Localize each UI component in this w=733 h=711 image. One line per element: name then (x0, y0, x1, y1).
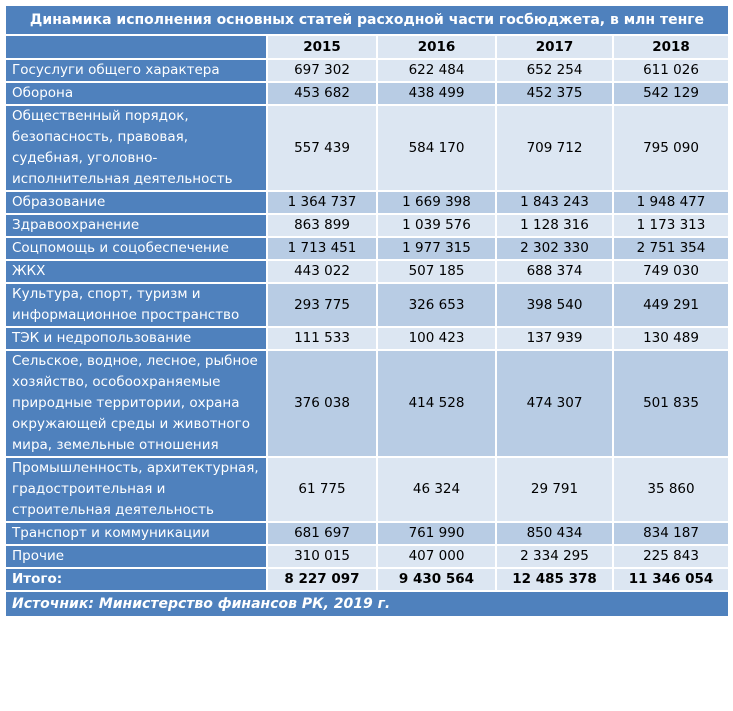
table-row: Сельское, водное, лесное, рыбное хозяйст… (4, 349, 730, 458)
row-value-2015: 1 713 451 (266, 236, 378, 261)
total-value-2015: 8 227 097 (266, 567, 378, 592)
year-header-2015: 2015 (266, 34, 378, 60)
row-value-2016: 46 324 (376, 456, 497, 523)
row-value-2016: 1 669 398 (376, 190, 497, 215)
total-value-2017: 12 485 378 (495, 567, 614, 592)
row-value-2017: 452 375 (495, 81, 614, 106)
row-label: Транспорт и коммуникации (4, 521, 268, 546)
row-value-2015: 863 899 (266, 213, 378, 238)
table-body: Госуслуги общего характера 697 302 622 484… (4, 58, 730, 569)
row-label: Здравоохранение (4, 213, 268, 238)
table-row: Образование 1 364 737 1 669 398 1 843 243 1 … (4, 190, 730, 215)
table-row: Соцпомощь и соцобеспечение 1 713 451 1 977… (4, 236, 730, 261)
row-value-2017: 1 128 316 (495, 213, 614, 238)
year-header-2018: 2018 (612, 34, 730, 60)
row-label: Общественный порядок, безопасность, прав… (4, 104, 268, 192)
table-row: Культура, спорт, туризм и информационное… (4, 282, 730, 328)
row-value-2016: 326 653 (376, 282, 497, 328)
row-label: ТЭК и недропользование (4, 326, 268, 351)
row-value-2015: 293 775 (266, 282, 378, 328)
table-row: Общественный порядок, безопасность, прав… (4, 104, 730, 192)
row-value-2018: 542 129 (612, 81, 730, 106)
row-value-2015: 1 364 737 (266, 190, 378, 215)
row-value-2015: 443 022 (266, 259, 378, 284)
row-label: Культура, спорт, туризм и информационное… (4, 282, 268, 328)
row-value-2018: 749 030 (612, 259, 730, 284)
label-column-header (4, 34, 268, 60)
row-value-2017: 688 374 (495, 259, 614, 284)
row-value-2016: 438 499 (376, 81, 497, 106)
row-value-2015: 697 302 (266, 58, 378, 83)
row-value-2018: 795 090 (612, 104, 730, 192)
row-label: Сельское, водное, лесное, рыбное хозяйст… (4, 349, 268, 458)
year-header-2016: 2016 (376, 34, 497, 60)
table-row: Оборона 453 682 438 499 452 375 542 129 (4, 81, 730, 106)
total-value-2018: 11 346 054 (612, 567, 730, 592)
table-row: ТЭК и недропользование 111 533 100 423 137 … (4, 326, 730, 351)
row-value-2018: 2 751 354 (612, 236, 730, 261)
row-value-2017: 2 334 295 (495, 544, 614, 569)
row-value-2016: 414 528 (376, 349, 497, 458)
row-value-2017: 2 302 330 (495, 236, 614, 261)
row-value-2017: 29 791 (495, 456, 614, 523)
row-value-2018: 35 860 (612, 456, 730, 523)
row-value-2015: 111 533 (266, 326, 378, 351)
row-label: Оборона (4, 81, 268, 106)
row-value-2015: 557 439 (266, 104, 378, 192)
row-value-2018: 225 843 (612, 544, 730, 569)
row-label: Соцпомощь и соцобеспечение (4, 236, 268, 261)
source-note: Источник: Министерство финансов РК, 2019… (4, 590, 730, 618)
row-value-2018: 611 026 (612, 58, 730, 83)
row-value-2018: 1 948 477 (612, 190, 730, 215)
row-value-2018: 834 187 (612, 521, 730, 546)
row-value-2018: 130 489 (612, 326, 730, 351)
row-value-2017: 1 843 243 (495, 190, 614, 215)
year-header-2017: 2017 (495, 34, 614, 60)
year-header-row: 2015 2016 2017 2018 (4, 34, 730, 60)
row-value-2015: 376 038 (266, 349, 378, 458)
table-row: Прочие 310 015 407 000 2 334 295 225 843 (4, 544, 730, 569)
row-value-2015: 310 015 (266, 544, 378, 569)
row-value-2016: 100 423 (376, 326, 497, 351)
budget-table: Динамика исполнения основных статей расх… (4, 4, 730, 618)
budget-table-container: Динамика исполнения основных статей расх… (4, 4, 730, 618)
row-label: ЖКХ (4, 259, 268, 284)
row-value-2016: 507 185 (376, 259, 497, 284)
total-row: Итого: 8 227 097 9 430 564 12 485 378 11… (4, 567, 730, 592)
row-value-2017: 850 434 (495, 521, 614, 546)
row-value-2016: 407 000 (376, 544, 497, 569)
table-row: Промышленность, архитектурная, градостро… (4, 456, 730, 523)
row-value-2015: 61 775 (266, 456, 378, 523)
row-value-2017: 398 540 (495, 282, 614, 328)
row-value-2017: 709 712 (495, 104, 614, 192)
row-value-2015: 681 697 (266, 521, 378, 546)
row-label: Прочие (4, 544, 268, 569)
row-value-2015: 453 682 (266, 81, 378, 106)
row-value-2016: 584 170 (376, 104, 497, 192)
row-value-2018: 501 835 (612, 349, 730, 458)
total-label: Итого: (4, 567, 268, 592)
row-value-2016: 761 990 (376, 521, 497, 546)
row-value-2018: 449 291 (612, 282, 730, 328)
row-value-2017: 474 307 (495, 349, 614, 458)
table-row: Здравоохранение 863 899 1 039 576 1 128 316… (4, 213, 730, 238)
table-row: Госуслуги общего характера 697 302 622 484… (4, 58, 730, 83)
row-value-2016: 622 484 (376, 58, 497, 83)
row-value-2016: 1 977 315 (376, 236, 497, 261)
row-value-2017: 137 939 (495, 326, 614, 351)
row-label: Промышленность, архитектурная, градостро… (4, 456, 268, 523)
row-value-2018: 1 173 313 (612, 213, 730, 238)
total-value-2016: 9 430 564 (376, 567, 497, 592)
row-label: Образование (4, 190, 268, 215)
row-value-2017: 652 254 (495, 58, 614, 83)
table-title: Динамика исполнения основных статей расх… (4, 4, 730, 36)
table-row: ЖКХ 443 022 507 185 688 374 749 030 (4, 259, 730, 284)
table-row: Транспорт и коммуникации 681 697 761 990 85… (4, 521, 730, 546)
row-value-2016: 1 039 576 (376, 213, 497, 238)
row-label: Госуслуги общего характера (4, 58, 268, 83)
